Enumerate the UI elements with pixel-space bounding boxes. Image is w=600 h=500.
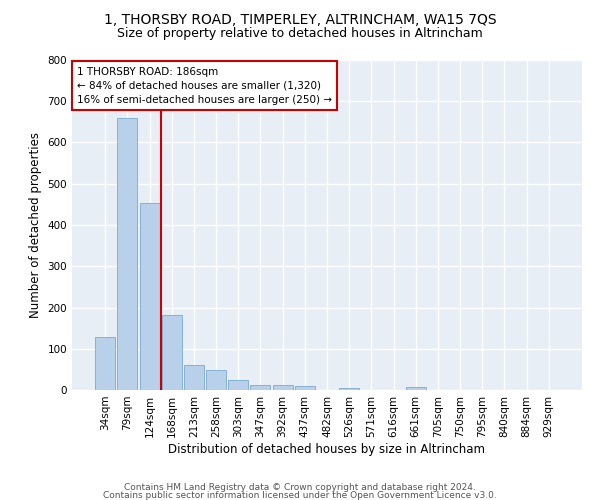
Bar xyxy=(295,386,315,390)
Bar xyxy=(228,380,248,390)
Text: Size of property relative to detached houses in Altrincham: Size of property relative to detached ho… xyxy=(117,28,483,40)
Text: Contains public sector information licensed under the Open Government Licence v3: Contains public sector information licen… xyxy=(103,490,497,500)
Text: Contains HM Land Registry data © Crown copyright and database right 2024.: Contains HM Land Registry data © Crown c… xyxy=(124,483,476,492)
Bar xyxy=(184,365,204,390)
Bar xyxy=(250,384,271,390)
Bar xyxy=(140,203,160,390)
Y-axis label: Number of detached properties: Number of detached properties xyxy=(29,132,42,318)
Text: 1 THORSBY ROAD: 186sqm
← 84% of detached houses are smaller (1,320)
16% of semi-: 1 THORSBY ROAD: 186sqm ← 84% of detached… xyxy=(77,66,332,104)
Bar xyxy=(162,314,182,390)
Bar xyxy=(118,118,137,390)
Bar xyxy=(272,384,293,390)
Bar xyxy=(95,337,115,390)
Text: 1, THORSBY ROAD, TIMPERLEY, ALTRINCHAM, WA15 7QS: 1, THORSBY ROAD, TIMPERLEY, ALTRINCHAM, … xyxy=(104,12,496,26)
X-axis label: Distribution of detached houses by size in Altrincham: Distribution of detached houses by size … xyxy=(169,442,485,456)
Bar xyxy=(406,387,426,390)
Bar xyxy=(339,388,359,390)
Bar xyxy=(206,370,226,390)
